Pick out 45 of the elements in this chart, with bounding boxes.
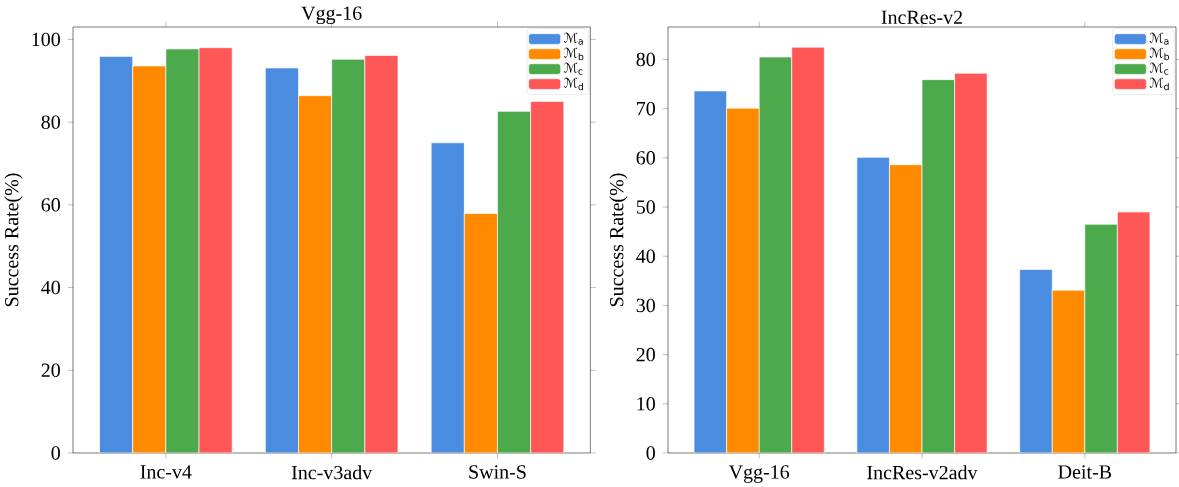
y-tick-label: 80: [636, 52, 655, 67]
legend-label: ℳ$_{b}$: [564, 47, 584, 61]
bar: [921, 79, 955, 453]
x-tick-label: Swin-S: [469, 465, 526, 479]
y-axis-title: Success Rate(%): [4, 173, 23, 307]
y-tick-label: 20: [41, 363, 60, 378]
y-tick-label: 10: [637, 397, 655, 411]
bar: [791, 46, 825, 453]
y-tick-label: 70: [637, 101, 655, 116]
x-tick-label: Vgg-16: [728, 465, 790, 483]
legend-label: ℳ$_{c}$: [1149, 62, 1169, 75]
bar: [430, 142, 465, 453]
y-tick-label: 0: [646, 446, 655, 460]
legend-label: ℳ$_{b}$: [1149, 47, 1170, 61]
legend-label: ℳ$_{a}$: [1149, 32, 1169, 45]
legend-label: ℳ$_{d}$: [564, 77, 584, 91]
y-tick-label: 40: [41, 280, 60, 295]
bar: [265, 67, 299, 453]
y-tick-label: 40: [636, 249, 655, 263]
bar: [758, 56, 793, 453]
y-tick-label: 100: [32, 32, 60, 47]
y-tick-label: 0: [51, 446, 60, 460]
bar: [463, 213, 498, 453]
bar: [298, 95, 333, 453]
chart-title: IncRes-v2: [881, 10, 962, 25]
chart-title: Vgg-16: [301, 6, 362, 25]
x-tick-label: Deit-B: [1058, 465, 1112, 479]
x-tick-label: IncRes-v2adv: [867, 465, 978, 480]
legend-label: ℳ$_{c}$: [564, 62, 583, 75]
legend-label: ℳ$_{a}$: [564, 32, 583, 45]
y-tick-label: 20: [636, 347, 655, 362]
bar: [1084, 223, 1118, 453]
x-tick-label: Inc-v4: [140, 465, 192, 479]
legend-label: ℳ$_{d}$: [1149, 77, 1169, 91]
y-axis-title: Success Rate(%): [609, 173, 628, 307]
bar: [132, 65, 167, 453]
x-tick-label: Inc-v3adv: [291, 465, 373, 480]
y-tick-label: 60: [636, 151, 655, 165]
y-tick-label: 50: [636, 200, 655, 214]
bar: [99, 56, 134, 453]
bar: [954, 72, 988, 453]
bar: [1117, 211, 1151, 453]
y-tick-label: 30: [636, 298, 655, 313]
y-tick-label: 60: [41, 198, 60, 212]
y-tick-label: 80: [41, 115, 60, 129]
